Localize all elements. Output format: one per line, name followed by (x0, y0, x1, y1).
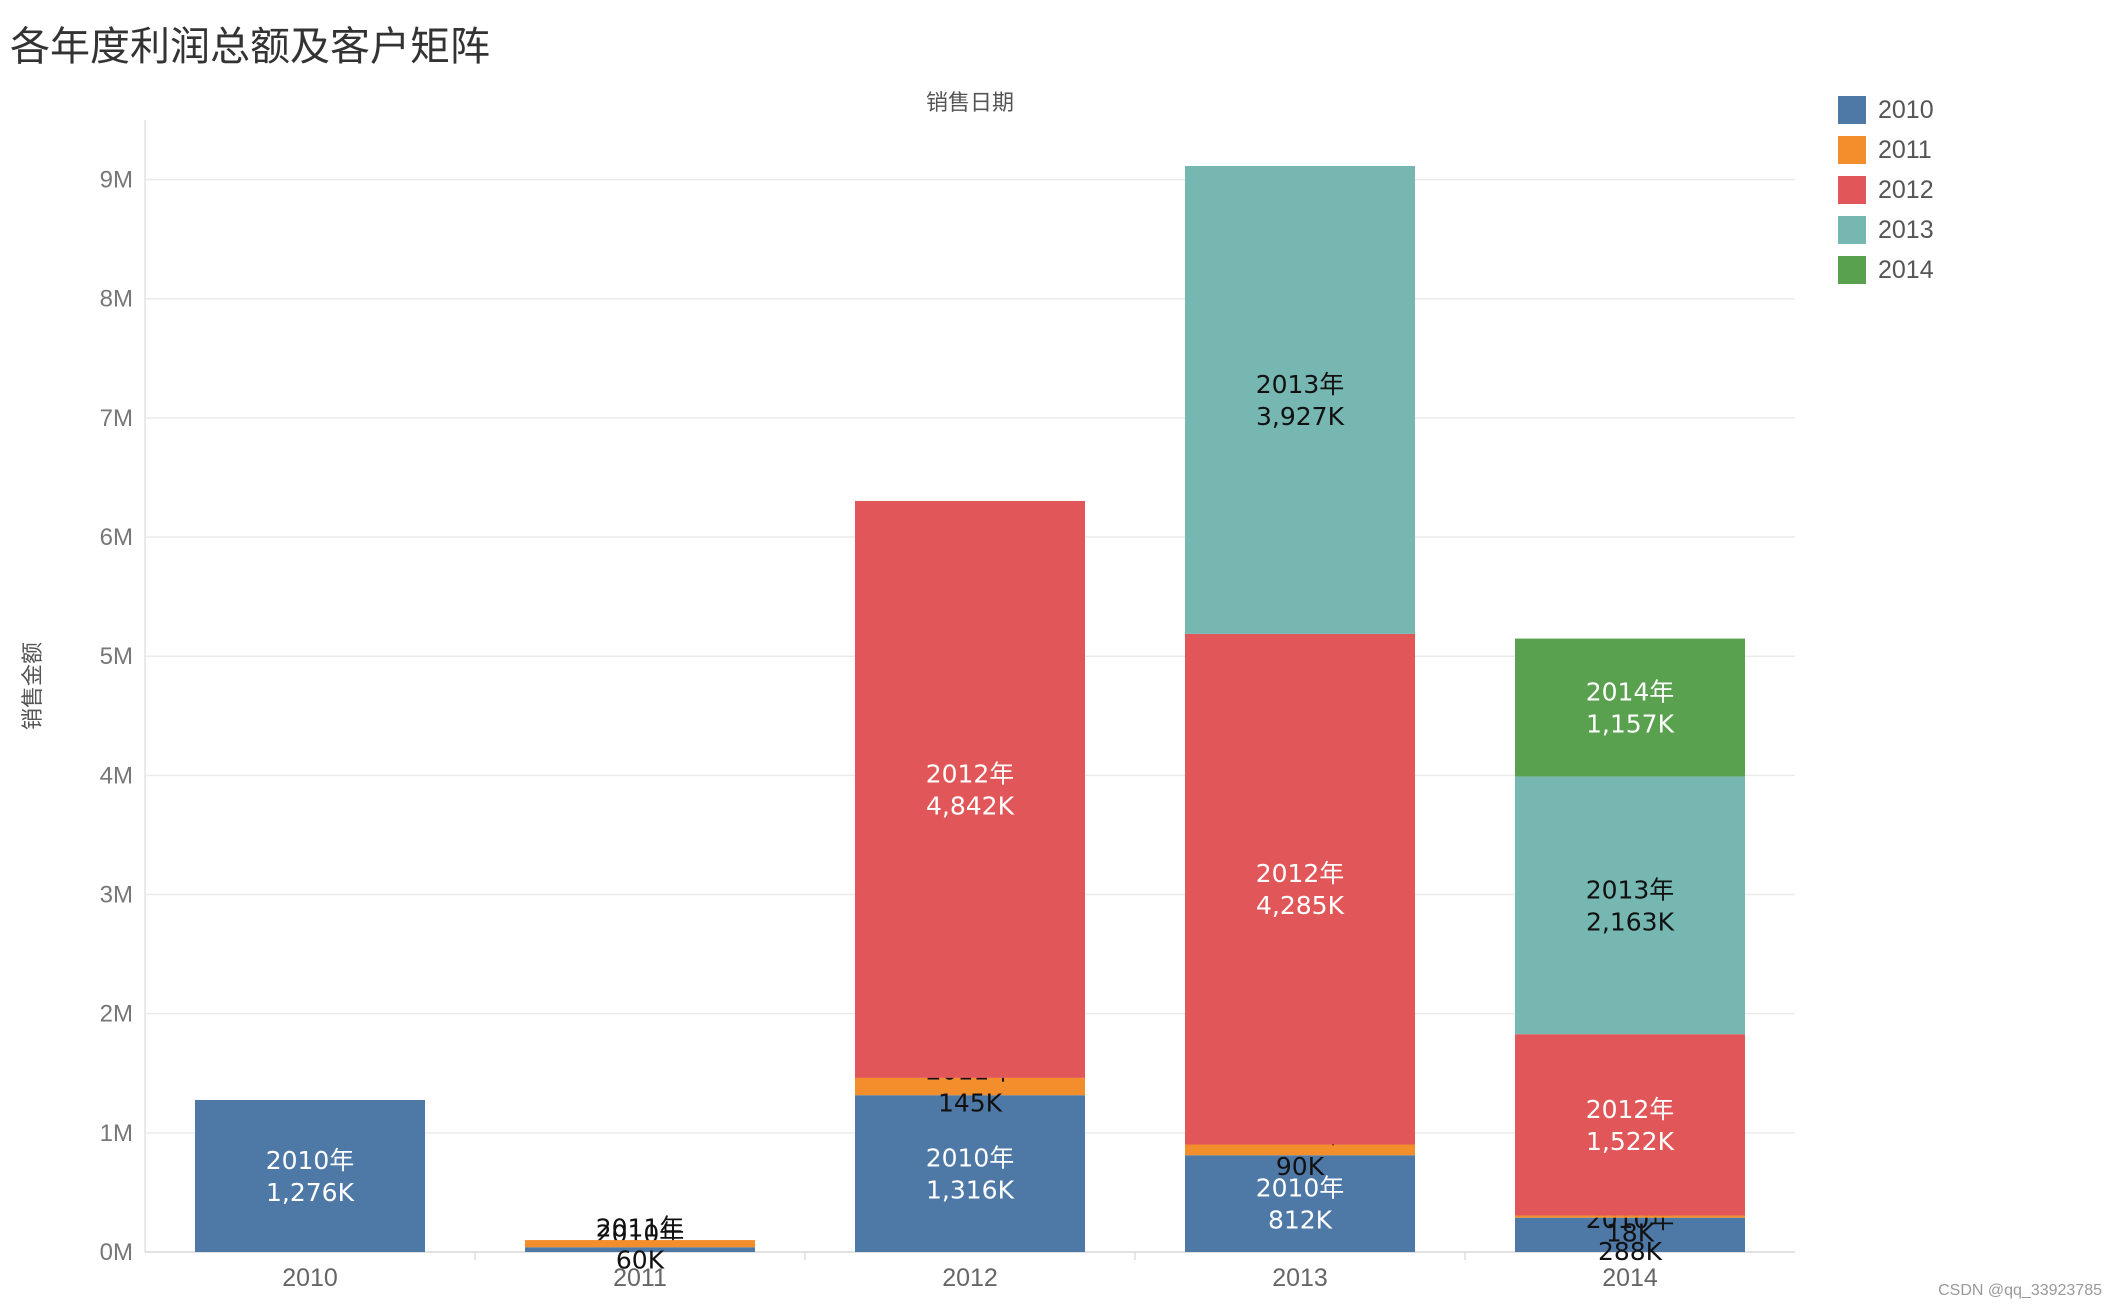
y-tick-label: 3M (100, 882, 133, 909)
bar-segment-2014-2011 (1515, 1215, 1745, 1218)
bar-segment-2014-2013 (1515, 776, 1745, 1035)
legend-item-2014[interactable]: 2014 (1838, 250, 1934, 290)
x-axis-title: 销售日期 (926, 91, 1014, 116)
bar-label-2013-2013: 2013年 3,927K (1256, 370, 1345, 431)
y-tick-label: 7M (100, 405, 133, 432)
y-tick-label: 6M (100, 524, 133, 551)
y-tick-label: 5M (100, 643, 133, 670)
bar-label-2012-2012: 2012年 4,842K (926, 759, 1015, 820)
legend-item-2011[interactable]: 2011 (1838, 130, 1934, 170)
y-tick-label: 9M (100, 167, 133, 194)
x-tick-label: 2012 (942, 1264, 998, 1292)
watermark: CSDN @qq_33923785 (1938, 1282, 2102, 1299)
bar-segment-2014-2012 (1515, 1034, 1745, 1216)
bar-label-2014-2013: 2013年 2,163K (1586, 875, 1675, 936)
bar-label-2014-2014: 2014年 1,157K (1586, 678, 1675, 739)
y-tick-label: 0M (100, 1239, 133, 1266)
legend-item-2013[interactable]: 2013 (1838, 210, 1934, 250)
legend-label-2012: 2012 (1878, 175, 1934, 204)
chart-title: 各年度利润总额及客户矩阵 (10, 24, 490, 70)
y-tick-label: 4M (100, 762, 133, 789)
legend-label-2010: 2010 (1878, 95, 1934, 124)
legend-label-2013: 2013 (1878, 215, 1934, 244)
bar-segment-2011-2011 (525, 1240, 755, 1248)
bar-label-2013-2010: 2010年 812K (1256, 1174, 1345, 1235)
legend-swatch-2011 (1838, 136, 1866, 164)
bar-label-2011-2011: 2011年 60K (596, 1214, 685, 1275)
bar-segment-2014-2010 (1515, 1217, 1745, 1252)
bar-segment-2013-2011 (1185, 1144, 1415, 1156)
legend-item-2010[interactable]: 2010 (1838, 90, 1934, 130)
bar-label-2014-2012: 2012年 1,522K (1586, 1095, 1675, 1156)
y-tick-label: 2M (100, 1001, 133, 1028)
x-tick-label: 2011 (613, 1264, 667, 1292)
bar-segment-2013-2012 (1185, 633, 1415, 1145)
bar-segment-2012-2011 (855, 1077, 1085, 1096)
legend-swatch-2014 (1838, 256, 1866, 284)
x-tick-label: 2010 (282, 1264, 338, 1292)
legend-label-2011: 2011 (1878, 135, 1932, 164)
legend[interactable]: 2010 2011 2012 2013 2014 (1838, 90, 1934, 290)
legend-swatch-2010 (1838, 96, 1866, 124)
bar-segment-2013-2013 (1185, 165, 1415, 634)
y-axis-title: 销售金额 (21, 642, 46, 730)
legend-item-2012[interactable]: 2012 (1838, 170, 1934, 210)
bar-segment-2012-2010 (855, 1095, 1085, 1252)
bar-segment-2011-2010 (525, 1247, 755, 1252)
legend-label-2014: 2014 (1878, 255, 1934, 284)
bar-label-2010-2010: 2010年 1,276K (266, 1146, 355, 1207)
bar-segment-2012-2012 (855, 500, 1085, 1078)
y-tick-label: 8M (100, 286, 133, 313)
y-tick-label: 1M (100, 1120, 133, 1147)
x-tick-label: 2013 (1272, 1264, 1328, 1292)
bar-segment-2010-2010 (195, 1099, 425, 1252)
legend-swatch-2012 (1838, 176, 1866, 204)
bar-label-2013-2012: 2012年 4,285K (1256, 859, 1345, 920)
x-tick-label: 2014 (1602, 1264, 1658, 1292)
legend-swatch-2013 (1838, 216, 1866, 244)
bar-segment-2014-2014 (1515, 638, 1745, 777)
bar-label-2012-2010: 2010年 1,316K (926, 1144, 1015, 1205)
bar-segment-2013-2010 (1185, 1155, 1415, 1252)
